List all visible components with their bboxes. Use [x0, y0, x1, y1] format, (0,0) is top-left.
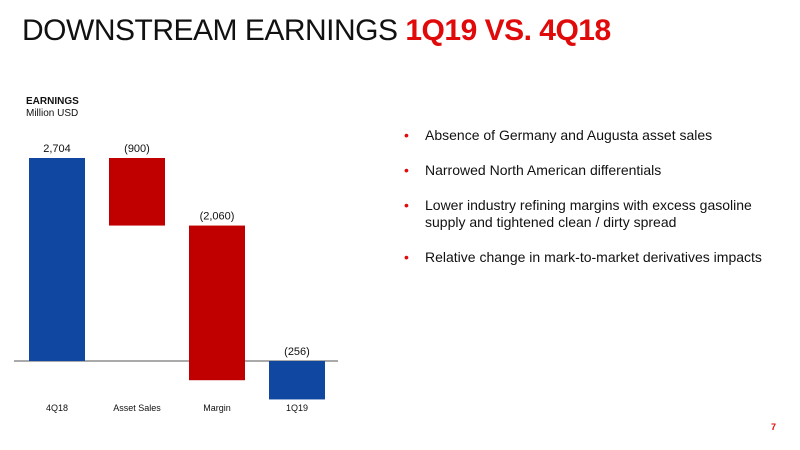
category-label: Asset Sales: [113, 403, 161, 413]
bullet-item: • Absence of Germany and Augusta asset sa…: [404, 127, 794, 144]
category-label: 4Q18: [46, 403, 68, 413]
title-highlight: 1Q19 VS. 4Q18: [405, 14, 611, 47]
page-title: DOWNSTREAM EARNINGS 1Q19 VS. 4Q18: [22, 14, 611, 48]
bullet-text: Relative change in mark-to-market deriva…: [425, 249, 762, 265]
bullet-text: Lower industry refining margins with exc…: [425, 197, 752, 230]
bullet-dot-icon: •: [404, 127, 409, 143]
page-number: 7: [770, 422, 776, 432]
bar-margin: [189, 225, 245, 381]
category-label: Margin: [203, 403, 231, 413]
bullet-item: • Lower industry refining margins with ex…: [404, 197, 794, 231]
data-label: (900): [124, 143, 150, 155]
bullet-item: • Narrowed North American differentials: [404, 162, 794, 179]
axis-title: EARNINGS: [26, 96, 79, 107]
bar-4q18: [29, 158, 85, 361]
data-label: (256): [284, 346, 310, 358]
bullet-dot-icon: •: [404, 162, 409, 178]
data-label: 2,704: [43, 143, 71, 155]
data-label: (2,060): [200, 211, 235, 223]
bullet-text: Narrowed North American differentials: [425, 162, 662, 178]
bullet-text: Absence of Germany and Augusta asset sal…: [425, 127, 713, 143]
bullet-item: • Relative change in mark-to-market deriv…: [404, 249, 794, 266]
title-main: DOWNSTREAM EARNINGS: [22, 14, 406, 47]
bar-asset-sales: [109, 158, 165, 226]
bullet-dot-icon: •: [404, 249, 409, 265]
axis-title-block: EARNINGS Million USD: [26, 96, 79, 120]
bullet-dot-icon: •: [404, 197, 409, 213]
bullet-list: • Absence of Germany and Augusta asset sa…: [404, 127, 794, 284]
category-label: 1Q19: [286, 403, 308, 413]
bar-1q19: [269, 361, 325, 400]
axis-unit: Million USD: [26, 108, 79, 119]
